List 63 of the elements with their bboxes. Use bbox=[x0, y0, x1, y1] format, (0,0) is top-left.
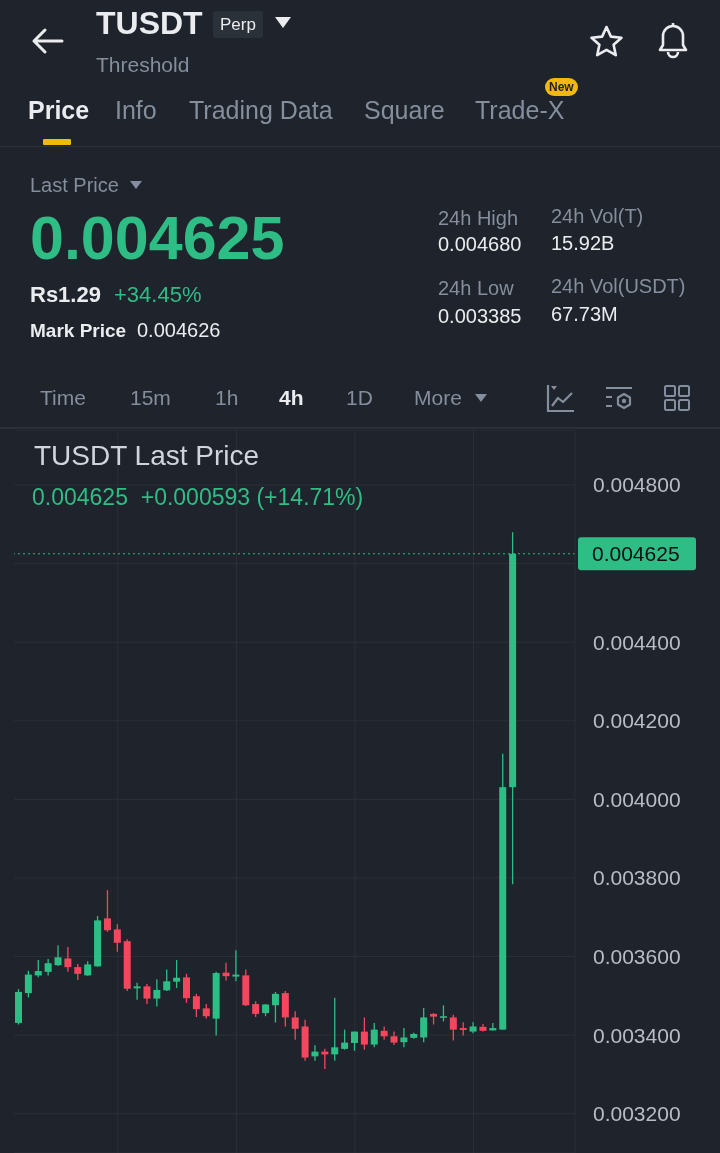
text: Mark Price bbox=[30, 320, 127, 341]
text: Info bbox=[115, 96, 157, 124]
candlestick bbox=[449, 1014, 457, 1042]
candlestick bbox=[271, 991, 279, 1024]
text: Time bbox=[40, 386, 86, 409]
candlestick bbox=[400, 1027, 408, 1048]
y-tick-label: 0.003400 bbox=[593, 1023, 681, 1047]
text: 15.92B bbox=[551, 232, 615, 254]
text: 15m bbox=[130, 386, 171, 409]
text: 0.003385 bbox=[438, 305, 522, 327]
text: Perp bbox=[213, 11, 263, 38]
candlestick bbox=[341, 1028, 349, 1051]
text: Last Price bbox=[30, 174, 119, 196]
candlestick bbox=[163, 968, 171, 992]
text: 24h Low bbox=[438, 277, 514, 299]
candlestick bbox=[64, 946, 72, 973]
text: 1D bbox=[346, 386, 373, 409]
y-tick-label: 0.004400 bbox=[593, 630, 681, 654]
text: 0.004625 +0.000593 (+14.71%) bbox=[32, 484, 364, 510]
chart-title: TUSDT Last Price bbox=[34, 440, 260, 471]
text: 0.004626 bbox=[137, 319, 221, 341]
y-tick-label: 0.004800 bbox=[593, 473, 681, 497]
candlestick bbox=[54, 944, 62, 967]
candlestick bbox=[153, 978, 161, 1008]
text: Rs1.29 bbox=[30, 282, 101, 307]
text: 1h bbox=[215, 386, 239, 409]
text: Trading Data bbox=[189, 96, 333, 124]
y-tick-label: 0.003800 bbox=[593, 866, 681, 890]
candlestick bbox=[370, 1022, 378, 1048]
text: Threshold bbox=[96, 53, 190, 76]
text: 0.004625 bbox=[30, 204, 285, 272]
ref-line-label: 0.004625 bbox=[592, 542, 680, 566]
candlestick bbox=[291, 1010, 299, 1041]
text: Price bbox=[28, 96, 90, 124]
y-tick-label: 0.003200 bbox=[593, 1102, 681, 1126]
candlestick bbox=[420, 1007, 428, 1043]
text: Square bbox=[364, 96, 445, 124]
candlestick bbox=[133, 982, 141, 1001]
candlestick bbox=[192, 993, 200, 1018]
candlestick bbox=[173, 959, 181, 989]
y-tick-label: 0.004200 bbox=[593, 709, 681, 733]
text: 24h Vol(T) bbox=[551, 205, 644, 227]
candlestick bbox=[113, 923, 121, 953]
candlestick bbox=[331, 997, 339, 1062]
text: 0.004680 bbox=[438, 233, 522, 255]
text: +34.45% bbox=[114, 282, 202, 307]
text: 4h bbox=[279, 386, 304, 409]
candlestick bbox=[232, 949, 240, 982]
candlestick bbox=[380, 1025, 388, 1041]
text: 24h High bbox=[438, 207, 519, 229]
text: 67.73M bbox=[551, 303, 618, 325]
candlestick bbox=[143, 983, 151, 1005]
candlestick bbox=[103, 889, 111, 933]
y-tick-label: 0.003600 bbox=[593, 944, 681, 968]
text: TUSDT bbox=[96, 5, 203, 41]
text: Trade-X bbox=[475, 96, 565, 124]
candlestick bbox=[24, 970, 32, 999]
text: New bbox=[545, 78, 578, 96]
text: 24h Vol(USDT) bbox=[551, 275, 686, 297]
candlestick bbox=[360, 1016, 368, 1051]
text: More bbox=[414, 386, 462, 409]
candlestick bbox=[183, 973, 190, 1004]
y-tick-label: 0.004000 bbox=[593, 787, 681, 811]
